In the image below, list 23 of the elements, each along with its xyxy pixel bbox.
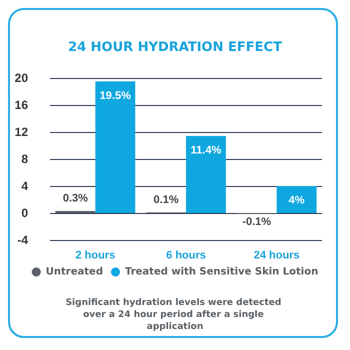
bar [95, 81, 136, 213]
chart-title: 24 HOUR HYDRATION EFFECT [68, 40, 282, 55]
x-tick-label: 2 hours [75, 250, 116, 262]
data-label: 19.5% [100, 90, 132, 102]
bar [186, 136, 226, 213]
x-tick-label: 24 hours [254, 250, 300, 262]
y-tick-label: 4 [21, 179, 28, 193]
bar [276, 186, 317, 213]
data-label: 0.1% [154, 194, 179, 206]
y-tick-label: 12 [14, 125, 28, 139]
x-tick-label: 6 hours [166, 250, 206, 262]
data-label: 0.3% [62, 192, 88, 204]
data-label: 11.4% [190, 144, 222, 157]
data-label: -0.1% [242, 216, 272, 228]
data-label: 4% [288, 194, 305, 206]
y-tick-label: 8 [21, 152, 28, 166]
legend-label: Untreated [46, 266, 103, 278]
text: Significant hydration levels were detected over a 24 hour period after a single application [66, 298, 284, 332]
legend-label: Treated with Sensitive Skin Lotion [124, 266, 318, 278]
y-tick-label: 16 [14, 98, 28, 112]
y-tick-label: 20 [14, 71, 28, 85]
y-tick-label: 0 [21, 206, 28, 220]
y-tick-label: -4 [17, 233, 28, 247]
